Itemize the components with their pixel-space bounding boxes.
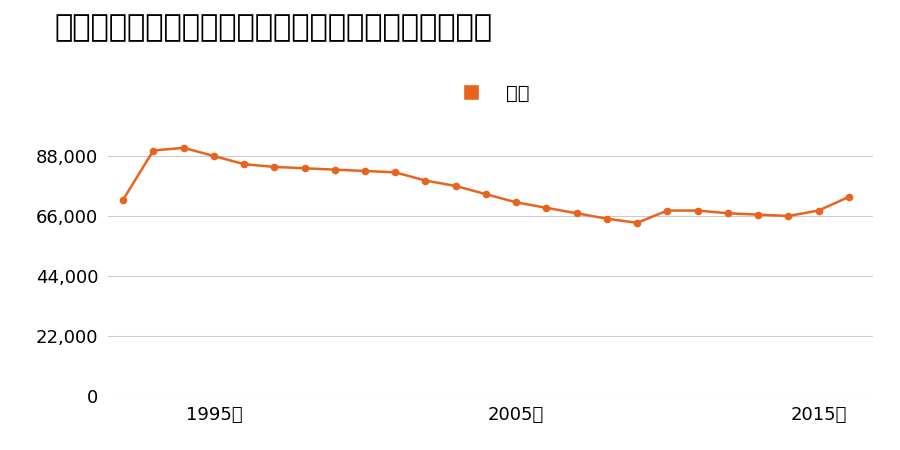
Legend: 価格: 価格 xyxy=(444,76,537,111)
Text: 宮城県仙台市泉区上谷刈字丸山１４番２６の地価推移: 宮城県仙台市泉区上谷刈字丸山１４番２６の地価推移 xyxy=(54,14,492,42)
